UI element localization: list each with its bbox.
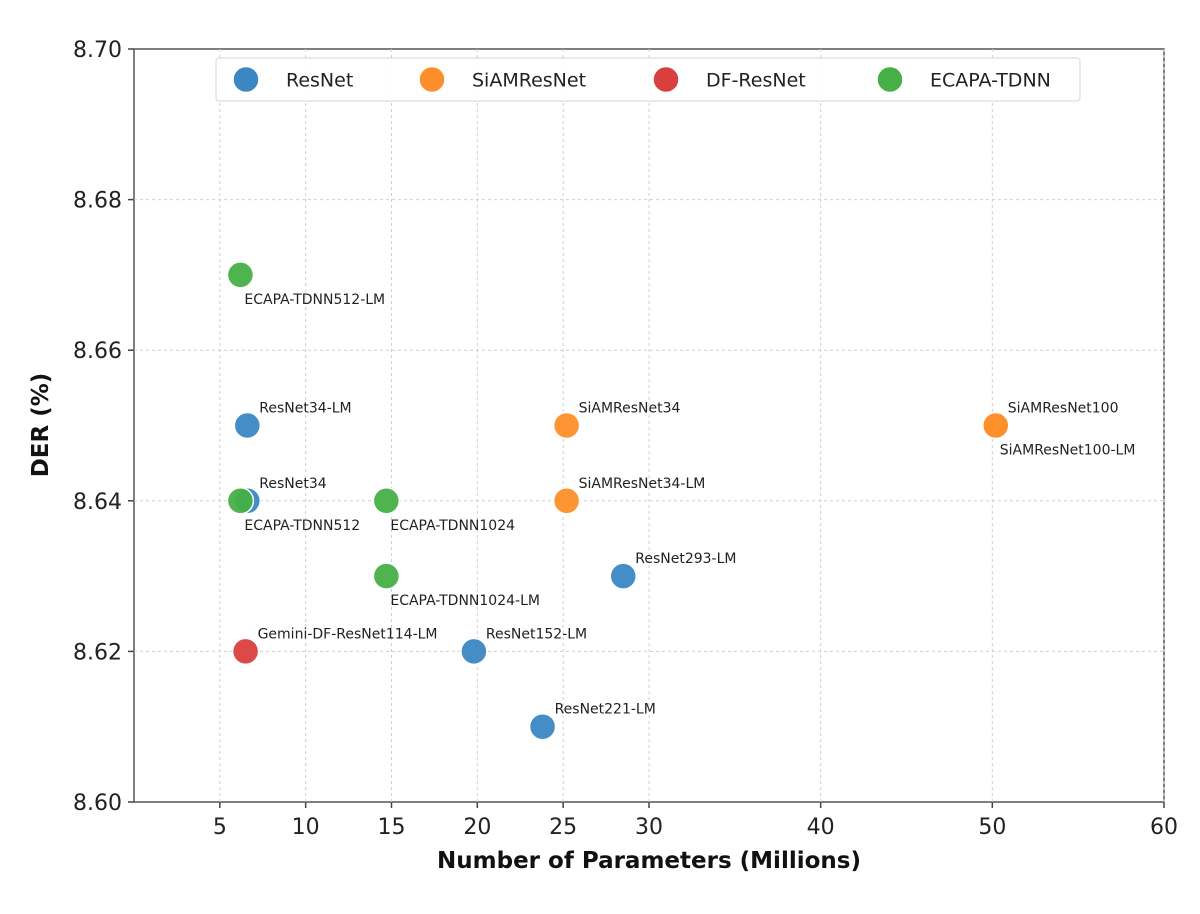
y-tick-label: 8.68 — [73, 189, 122, 214]
legend-label: ResNet — [286, 70, 353, 92]
x-tick-label: 25 — [549, 815, 577, 840]
point-label: ECAPA-TDNN1024-LM — [390, 593, 540, 609]
y-axis-label: DER (%) — [28, 373, 54, 478]
y-tick-label: 8.70 — [73, 38, 122, 63]
data-point — [552, 487, 581, 515]
point-label: ResNet293-LM — [635, 551, 736, 567]
point-labels: ResNet34-LM ResNet34 ResNet293-LM ResNet152… — [244, 292, 1135, 718]
point-label: SiAMResNet34-LM — [579, 476, 706, 492]
point-label: Gemini-DF-ResNet114-LM — [258, 626, 438, 642]
x-axis-label: Number of Parameters (Millions) — [437, 848, 861, 874]
x-tick-label: 15 — [378, 815, 406, 840]
data-points — [226, 261, 1010, 741]
legend-marker — [652, 65, 680, 94]
data-point — [226, 487, 255, 515]
data-point — [460, 637, 488, 666]
point-label: SiAMResNet100-LM — [1000, 443, 1136, 459]
legend-label: ECAPA-TDNN — [930, 70, 1051, 92]
legend-marker — [876, 65, 904, 94]
data-point — [552, 411, 581, 440]
data-point — [372, 562, 401, 590]
x-tick-label: 10 — [292, 815, 320, 840]
legend-label: DF-ResNet — [706, 70, 806, 92]
y-tick-label: 8.60 — [73, 791, 122, 816]
data-point — [372, 487, 401, 515]
legend-marker — [232, 65, 260, 94]
data-point — [982, 411, 1010, 440]
point-label: SiAMResNet100 — [1008, 401, 1119, 417]
data-point — [528, 712, 557, 741]
legend: ResNet SiAMResNet DF-ResNet ECAPA-TDNN — [215, 57, 1081, 102]
point-label: ResNet34 — [259, 476, 326, 492]
legend-marker — [418, 65, 446, 94]
y-tick-label: 8.62 — [73, 640, 122, 665]
point-label: SiAMResNet34 — [579, 401, 681, 417]
x-tick-label: 40 — [807, 815, 835, 840]
data-point — [609, 562, 637, 590]
y-tick-label: 8.64 — [73, 490, 122, 515]
x-tick-label: 20 — [463, 815, 491, 840]
x-tick-label: 5 — [213, 815, 227, 840]
point-label: ResNet34-LM — [259, 401, 351, 417]
x-tick-label: 50 — [978, 815, 1006, 840]
x-tick-label: 60 — [1150, 815, 1178, 840]
point-label: ECAPA-TDNN512-LM — [244, 292, 385, 308]
x-tick-label: 30 — [635, 815, 663, 840]
point-label: ECAPA-TDNN512 — [244, 518, 360, 534]
legend-label: SiAMResNet — [472, 70, 586, 92]
point-label: ResNet152-LM — [486, 626, 587, 642]
y-tick-label: 8.66 — [73, 339, 122, 364]
point-label: ECAPA-TDNN1024 — [390, 518, 515, 534]
point-label: ResNet221-LM — [555, 702, 656, 718]
data-point — [233, 411, 262, 440]
axes: 5 10 15 20 25 30 40 50 60 8.60 8.62 8.64 8.66 8.68 8.7… — [73, 38, 1178, 840]
grid — [134, 49, 1165, 802]
data-point — [226, 261, 255, 289]
data-point — [231, 637, 260, 666]
